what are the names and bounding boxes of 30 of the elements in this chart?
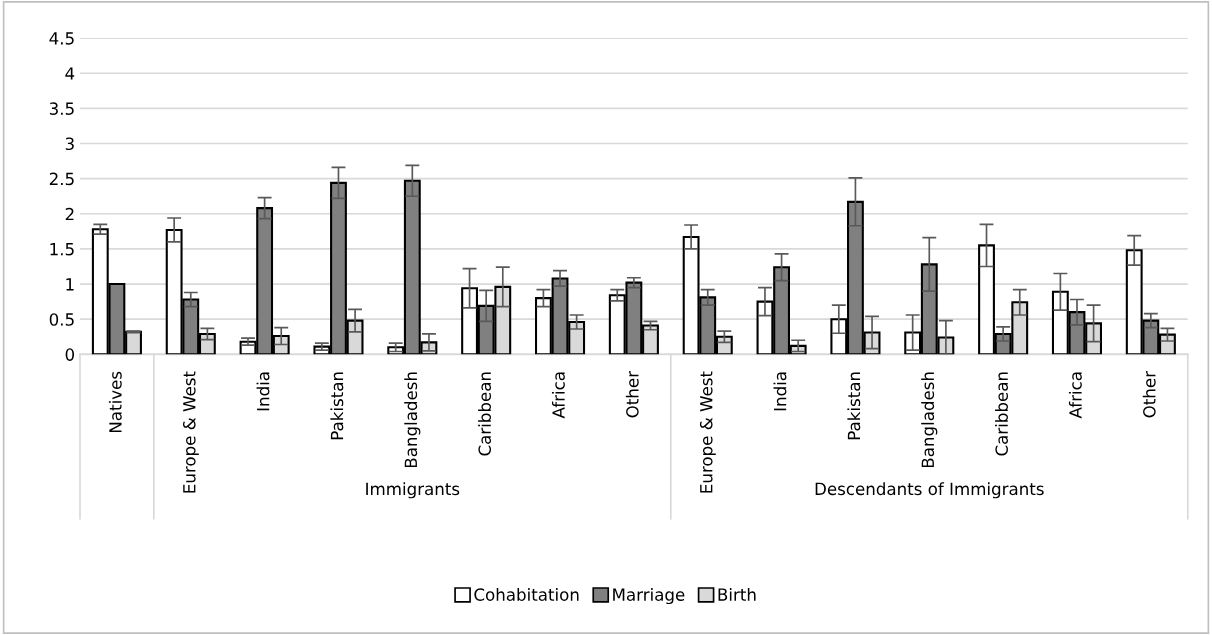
y-tick-label: 4.5 — [49, 32, 74, 45]
x-tick-label: Africa — [551, 372, 565, 419]
y-tick-label: 1.5 — [50, 243, 74, 256]
x-tick-label: Bangladesh — [921, 372, 938, 468]
y-tick-label: 0 — [65, 348, 75, 361]
text: Descendants of Immigrants — [815, 482, 1044, 499]
x-tick-label: Caribbean — [478, 372, 492, 456]
x-tick-label: Europe & West — [183, 371, 199, 493]
x-tick-label: India — [773, 372, 787, 411]
y-tick-label: 4 — [65, 67, 75, 80]
x-tick-label: Natives — [108, 371, 122, 433]
x-tick-label: Caribbean — [995, 372, 1008, 456]
x-tick-label: Other — [625, 371, 639, 418]
x-tick-label: Africa — [1068, 372, 1082, 419]
y-tick-label: 3.5 — [49, 102, 74, 115]
x-tick-label: Bangladesh — [404, 372, 421, 468]
x-tick-label: India — [256, 372, 270, 411]
x-tick-label: Pakistan — [847, 372, 861, 440]
y-tick-label: 0.5 — [49, 313, 74, 326]
x-tick-label: Pakistan — [330, 372, 344, 440]
x-tick-label: Other — [1142, 371, 1156, 418]
y-tick-label: 1 — [66, 278, 74, 291]
legend-label: Cohabitation — [474, 587, 579, 601]
legend-label: Marriage — [613, 587, 685, 605]
text: Immigrants — [366, 482, 460, 499]
y-tick-label: 2.5 — [49, 172, 74, 186]
y-tick-label: 3 — [65, 137, 74, 151]
y-tick-label: 2 — [65, 207, 74, 221]
x-tick-label: Europe & West — [699, 371, 716, 493]
legend-label: Birth — [718, 587, 756, 601]
